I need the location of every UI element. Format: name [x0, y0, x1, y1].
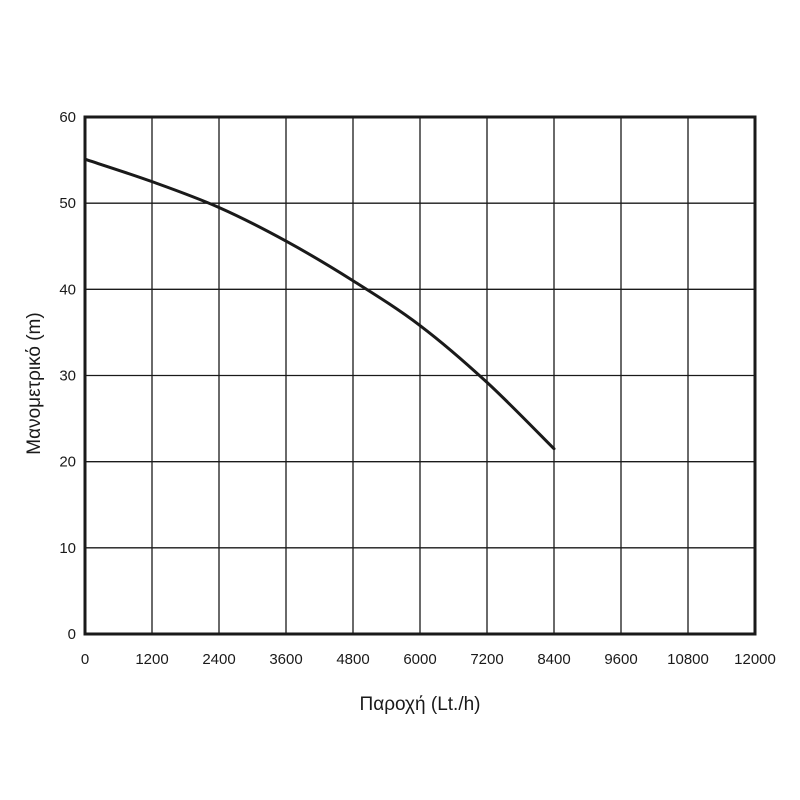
x-axis-title: Παροχή (Lt./h) [359, 694, 480, 715]
y-tick-label: 0 [68, 626, 76, 643]
x-axis-tick-labels: 0 1200 2400 3600 4800 6000 7200 8400 9600 10800 12… [81, 651, 776, 668]
x-tick-label: 1200 [135, 651, 168, 668]
x-tick-label: 3600 [269, 651, 302, 668]
x-tick-label: 4800 [336, 651, 369, 668]
y-tick-label: 10 [59, 540, 76, 557]
series-line [83, 157, 556, 451]
y-tick-label: 30 [59, 368, 76, 385]
plot-frame [83, 115, 757, 636]
y-tick-label: 60 [59, 109, 76, 126]
x-tick-label: 8400 [537, 651, 570, 668]
y-axis-title: Μανομετρικό (m) [24, 312, 45, 454]
x-tick-label: 0 [81, 651, 89, 668]
y-tick-label: 50 [59, 195, 76, 212]
x-tick-label: 9600 [604, 651, 637, 668]
x-tick-label: 2400 [202, 651, 235, 668]
y-tick-label: 40 [59, 281, 76, 298]
x-tick-label: 12000 [734, 651, 776, 668]
x-tick-label: 10800 [667, 651, 709, 668]
y-tick-label: 20 [59, 454, 76, 471]
y-axis-tick-labels: 0 10 20 30 40 50 60 [59, 109, 76, 643]
grid-lines [85, 117, 755, 634]
x-tick-label: 6000 [403, 651, 436, 668]
x-tick-label: 7200 [470, 651, 503, 668]
